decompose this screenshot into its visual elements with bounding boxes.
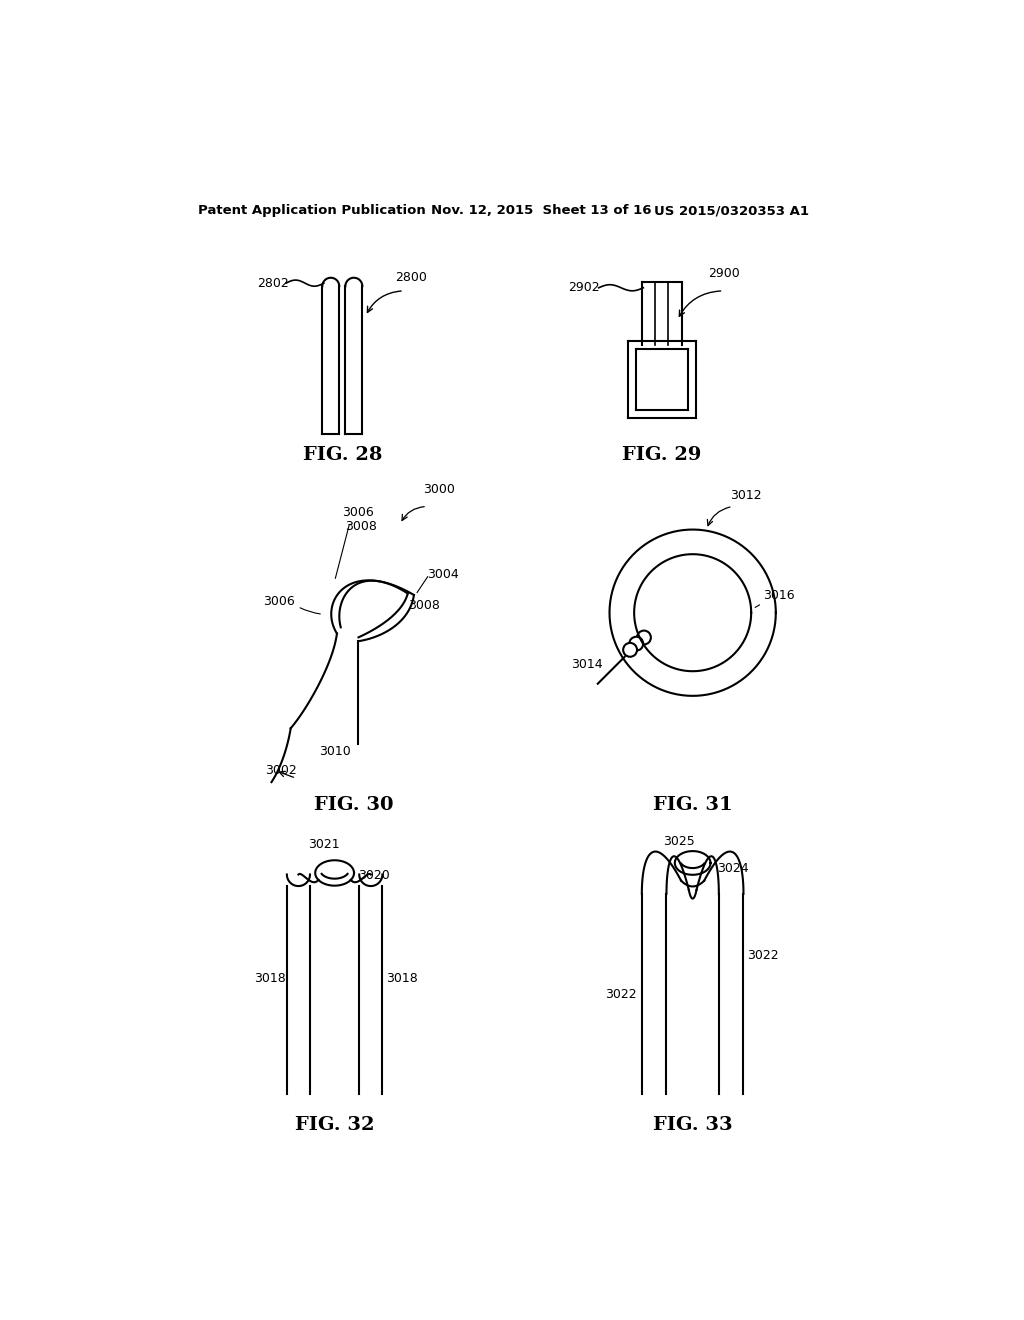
Text: FIG. 29: FIG. 29 [623,446,701,463]
Text: Patent Application Publication: Patent Application Publication [199,205,426,218]
Text: 3020: 3020 [357,869,389,882]
Text: FIG. 30: FIG. 30 [314,796,393,814]
Text: 3004: 3004 [427,568,459,581]
Text: 3012: 3012 [730,488,761,502]
Text: 3025: 3025 [664,836,695,849]
Text: 2902: 2902 [568,281,599,294]
Text: 3008: 3008 [408,599,439,612]
Text: 3018: 3018 [255,973,287,985]
Text: 3000: 3000 [423,483,455,496]
Text: 3014: 3014 [570,659,602,672]
Text: Nov. 12, 2015  Sheet 13 of 16: Nov. 12, 2015 Sheet 13 of 16 [431,205,651,218]
Text: 2802: 2802 [258,277,290,289]
Text: FIG. 33: FIG. 33 [653,1115,732,1134]
Text: 2800: 2800 [394,271,427,284]
Text: 3022: 3022 [605,987,637,1001]
Text: FIG. 31: FIG. 31 [652,796,732,814]
Text: 3006: 3006 [263,595,295,609]
Circle shape [637,631,651,644]
Text: 3006: 3006 [342,507,374,520]
Text: 3008: 3008 [345,520,377,532]
Text: FIG. 32: FIG. 32 [295,1115,375,1134]
Text: 3002: 3002 [265,764,297,777]
Text: 3016: 3016 [764,589,795,602]
Text: 3010: 3010 [319,746,351,758]
Text: 3024: 3024 [717,862,749,875]
Circle shape [624,643,637,657]
Text: 2900: 2900 [708,268,739,280]
Text: US 2015/0320353 A1: US 2015/0320353 A1 [654,205,809,218]
Text: FIG. 28: FIG. 28 [303,446,382,463]
Text: 3022: 3022 [748,949,779,962]
Text: 3018: 3018 [386,973,418,985]
Text: 3021: 3021 [307,838,339,850]
Circle shape [630,636,643,651]
